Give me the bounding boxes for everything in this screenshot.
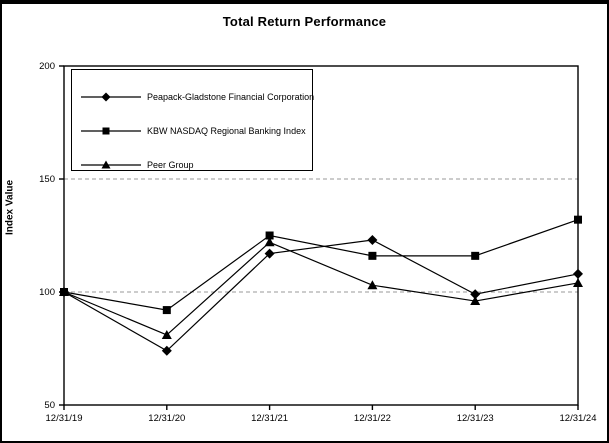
square-marker-icon: [368, 251, 377, 260]
square-marker-icon: [102, 127, 110, 135]
y-tick-label: 200: [39, 61, 55, 72]
triangle-marker-icon: [367, 280, 378, 290]
x-tick-label: 12/31/22: [354, 413, 391, 424]
legend-item: Peer Group: [80, 148, 312, 182]
x-tick-label: 12/31/20: [148, 413, 185, 424]
chart-title: Total Return Performance: [222, 14, 387, 29]
legend-item: Peapack-Gladstone Financial Corporation: [80, 80, 315, 114]
diamond-marker-icon: [161, 345, 172, 356]
square-marker-icon: [162, 306, 171, 315]
triangle-marker-icon: [59, 287, 69, 296]
series-line: [63, 219, 579, 311]
square-marker-icon: [574, 215, 582, 224]
triangle-marker-icon: [161, 329, 172, 339]
diamond-marker-icon: [264, 248, 275, 259]
diamond-marker-icon: [367, 235, 378, 246]
legend-item-label: Peapack-Gladstone Financial Corporation: [147, 92, 315, 102]
triangle-marker-icon: [101, 160, 111, 169]
legend-item: KBW NASDAQ Regional Banking Index: [80, 114, 312, 148]
triangle-marker-icon: [264, 237, 275, 247]
triangle-marker-icon: [470, 296, 481, 306]
x-tick-label: 12/31/24: [560, 413, 597, 424]
square-marker-icon: [265, 231, 274, 240]
x-tick-label: 12/31/23: [457, 413, 494, 424]
diamond-marker-icon: [573, 268, 583, 279]
x-tick-label: 12/31/19: [46, 413, 83, 424]
series-line: [63, 241, 579, 336]
legend-line-diamond-icon: [80, 91, 142, 103]
series-line: [63, 239, 579, 352]
legend-item-label: Peer Group: [147, 160, 194, 170]
diamond-marker-icon: [101, 92, 111, 102]
plot-border: [63, 65, 579, 406]
x-tick-label: 12/31/21: [251, 413, 288, 424]
y-tick-label: 100: [39, 287, 55, 298]
legend-line-triangle-icon: [80, 159, 142, 171]
square-marker-icon: [471, 251, 480, 260]
triangle-marker-icon: [573, 277, 583, 287]
legend-item-label: KBW NASDAQ Regional Banking Index: [147, 126, 306, 136]
diamond-marker-icon: [470, 289, 481, 300]
legend: Peapack-Gladstone Financial Corporation …: [71, 69, 315, 171]
y-tick-label: 50: [44, 400, 55, 411]
plot-area: 50 100 150 200 12/31/19 12/31/20 12/31/21 12/31…: [39, 61, 597, 424]
legend-line-square-icon: [80, 125, 142, 137]
y-axis-label: Index Value: [4, 179, 16, 235]
y-tick-label: 150: [39, 174, 55, 185]
